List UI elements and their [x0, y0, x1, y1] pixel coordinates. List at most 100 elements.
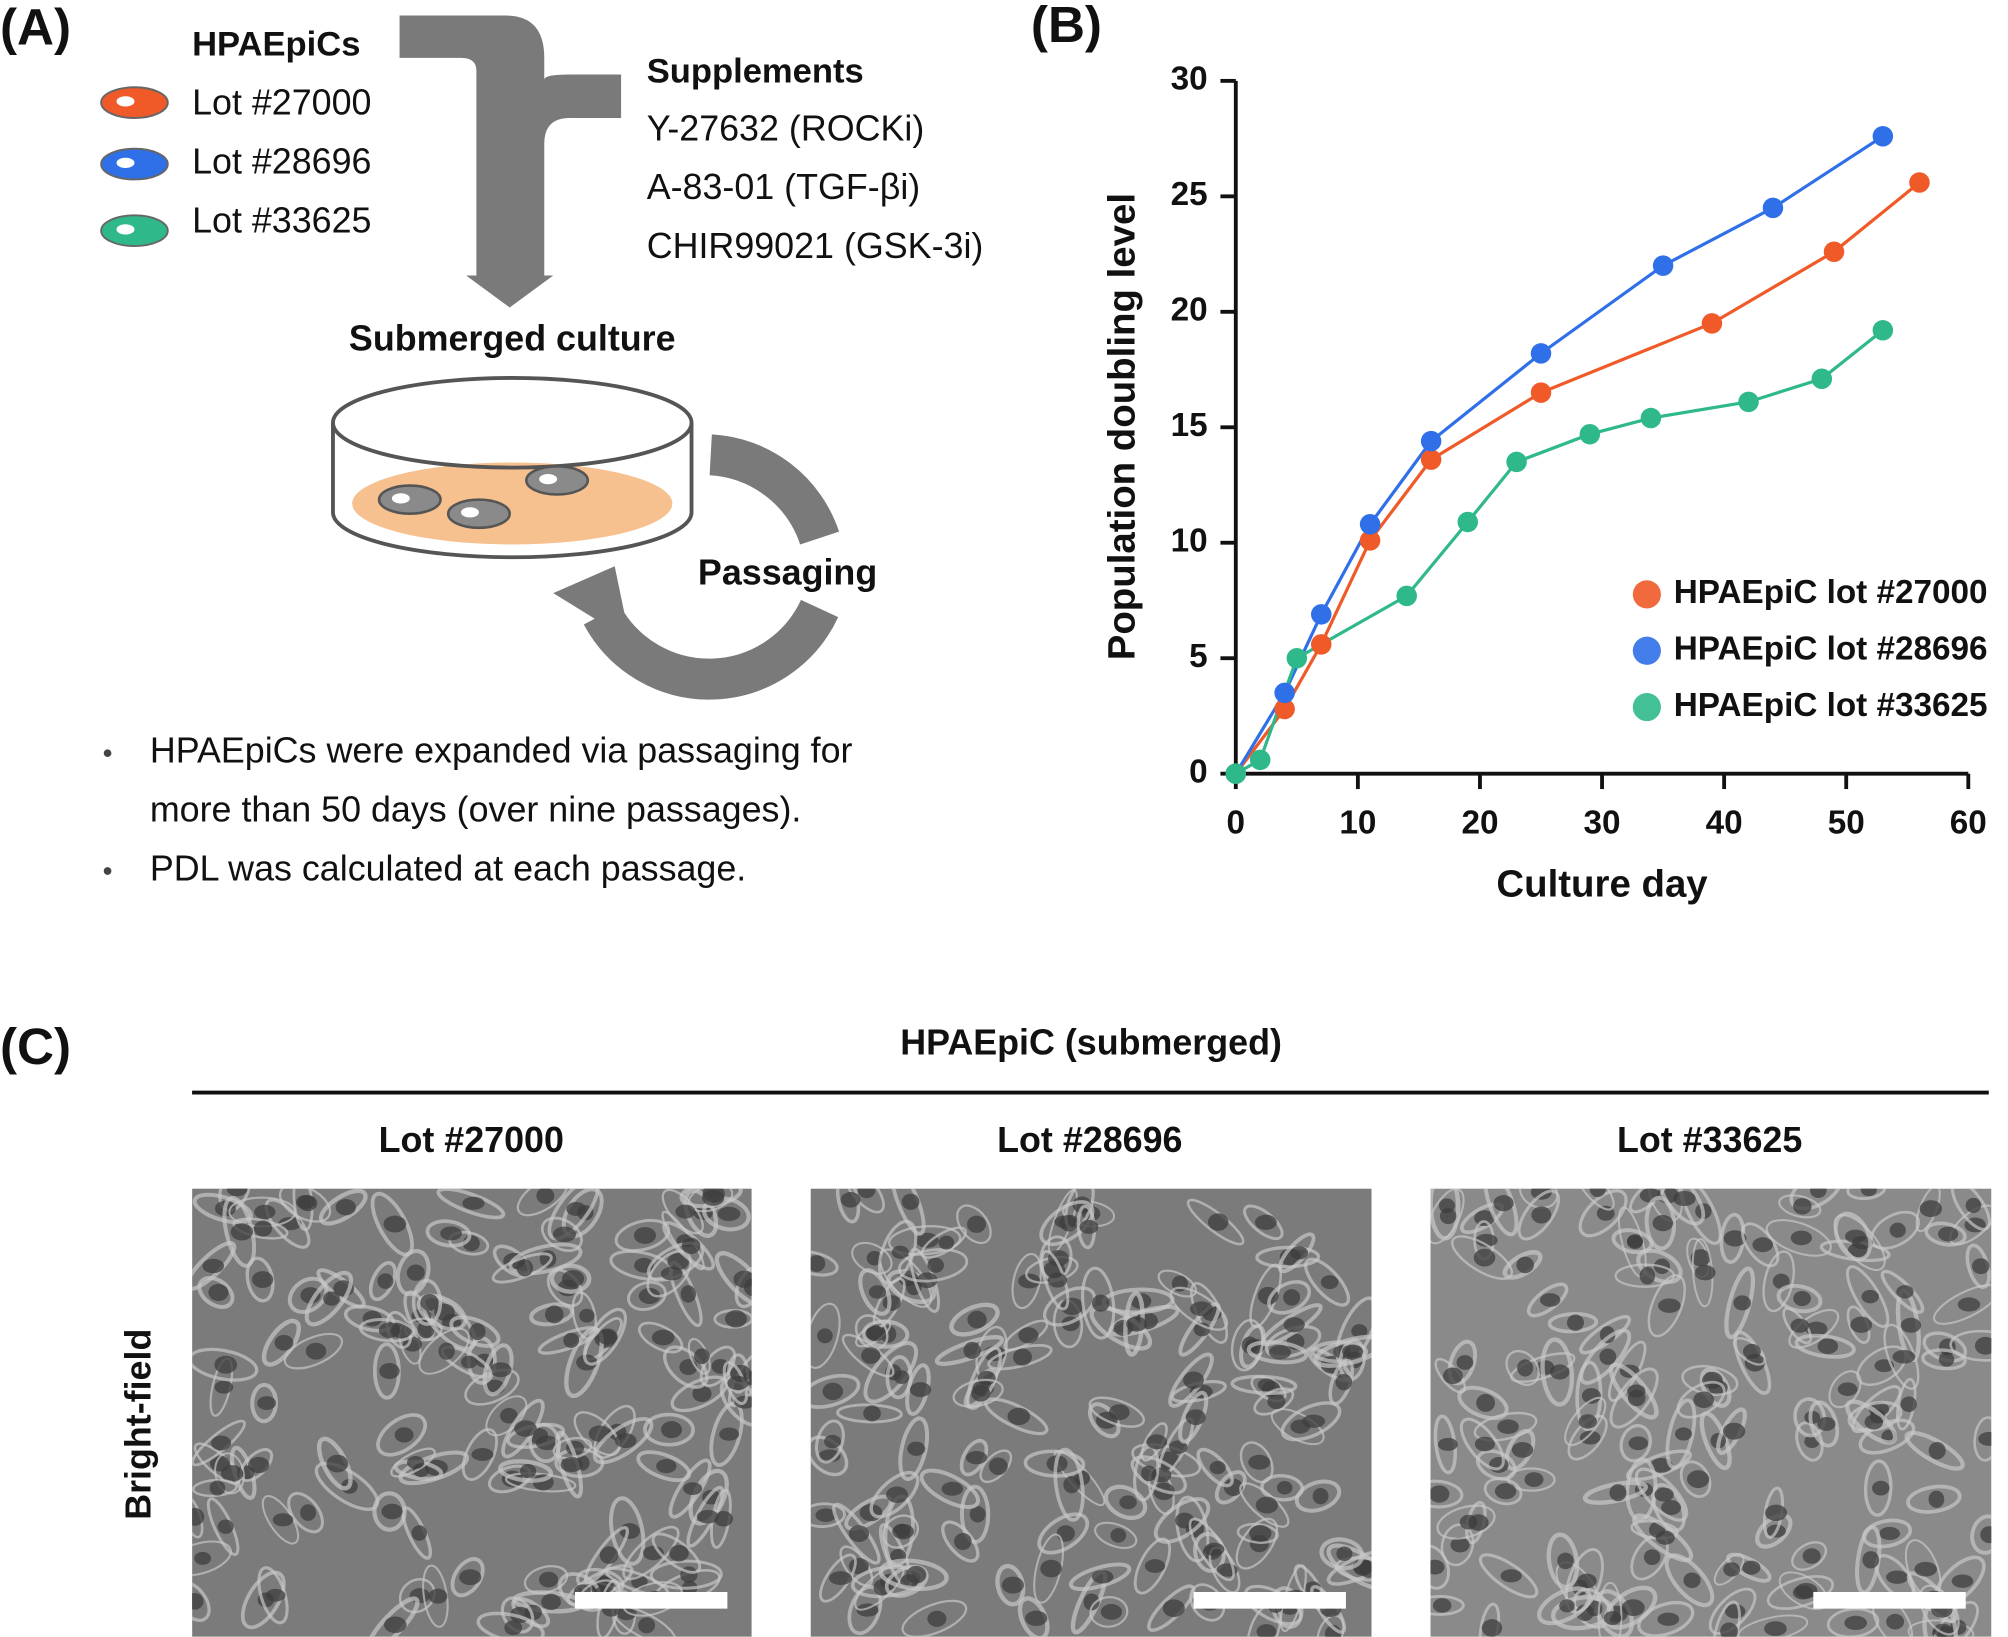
legend-marker: [1632, 693, 1661, 722]
cell-nucleus: [1025, 1610, 1048, 1627]
cell-nucleus: [381, 1503, 403, 1520]
cell-outline: [1260, 1474, 1305, 1502]
cell-outline: [1280, 1401, 1342, 1442]
data-point: [1506, 451, 1527, 473]
cell-nucleus: [1144, 1559, 1166, 1573]
micrograph: [192, 1188, 752, 1637]
cell-outline: [516, 1188, 569, 1217]
cell-nucleus: [810, 1255, 826, 1272]
cell-nucleus: [1722, 1422, 1746, 1440]
cell-nucleus: [822, 1382, 844, 1401]
lot-label: Lot #27000: [192, 83, 371, 123]
cell-outline: [1846, 1188, 1887, 1201]
cell-nucleus: [1283, 1317, 1305, 1333]
cell-nucleus: [1091, 1570, 1114, 1584]
cell-nucleus: [1473, 1248, 1496, 1267]
cell-nucleus: [272, 1513, 294, 1527]
cell-nucleus: [1430, 1485, 1450, 1503]
cell-nucleus: [1795, 1582, 1818, 1599]
cell-nucleus: [566, 1202, 587, 1216]
cell-outline: [1676, 1380, 1726, 1419]
cell-nucleus: [711, 1359, 730, 1374]
cell-nucleus: [1790, 1230, 1812, 1246]
scale-bar: [1193, 1591, 1346, 1609]
data-point: [1811, 368, 1833, 390]
cell-nucleus: [1450, 1537, 1470, 1553]
cell-nucleus: [1723, 1230, 1747, 1247]
cell-outline: [1679, 1188, 1722, 1246]
cell-nucleus: [733, 1270, 752, 1288]
cell-nucleus: [214, 1355, 238, 1374]
cell-outline: [1517, 1189, 1561, 1241]
cell-nucleus: [1531, 1206, 1552, 1224]
cell-outline: [1833, 1211, 1873, 1262]
cell-nucleus: [597, 1328, 618, 1345]
supplement: CHIR99021 (GSK-3i): [647, 226, 984, 266]
cell-nucleus: [230, 1223, 254, 1241]
cell-nucleus: [217, 1519, 234, 1534]
cell-outline: [1011, 1252, 1042, 1310]
cell-outline: [1625, 1457, 1658, 1522]
cell-nucleus: [536, 1188, 555, 1204]
cell-outline: [1924, 1221, 1967, 1247]
cell-nucleus: [1257, 1378, 1276, 1392]
cell-nucleus: [192, 1507, 205, 1526]
cell-nucleus: [579, 1308, 595, 1323]
cell-nucleus: [1119, 1495, 1137, 1510]
cell-outline: [1973, 1416, 1992, 1462]
cell-outline: [1094, 1521, 1138, 1550]
cell-outline: [547, 1188, 600, 1241]
cell-outline: [869, 1470, 920, 1519]
cell-outline: [881, 1514, 920, 1549]
cell-nucleus: [1437, 1437, 1458, 1451]
cell-nucleus: [257, 1396, 277, 1411]
cell-nucleus: [892, 1523, 914, 1540]
cell-nucleus: [1169, 1440, 1188, 1454]
cell-nucleus: [681, 1237, 701, 1254]
data-point: [1274, 698, 1295, 720]
cell-nucleus: [1302, 1414, 1326, 1428]
cell-outline: [1793, 1397, 1827, 1438]
cell-outline: [476, 1611, 545, 1637]
cell-nucleus: [599, 1546, 619, 1564]
cell-outline: [1970, 1514, 1992, 1555]
cell-outline: [1906, 1484, 1962, 1514]
cell-nucleus: [1733, 1295, 1751, 1311]
cell-nucleus: [384, 1616, 407, 1634]
x-tick-label: 60: [1950, 805, 1987, 842]
cell-nucleus: [717, 1206, 741, 1222]
cell-outline: [504, 1472, 577, 1493]
cell-nucleus: [1290, 1246, 1309, 1260]
cell-outline: [192, 1478, 238, 1498]
cell-nucleus: [1100, 1604, 1123, 1620]
cycle-arrow: [583, 599, 839, 700]
cell-outline: [1081, 1266, 1116, 1340]
cell-nucleus: [857, 1188, 876, 1199]
cell-nucleus: [1793, 1198, 1812, 1215]
cell-nucleus: [420, 1293, 439, 1311]
column-label: Lot #28696: [997, 1120, 1182, 1160]
cell-outline: [1430, 1479, 1464, 1509]
cell-outline: [1316, 1614, 1345, 1637]
cell-nucleus: [1914, 1561, 1937, 1577]
cell-nucleus: [514, 1420, 537, 1437]
cell-nucleus: [1639, 1266, 1656, 1285]
cell-nucleus: [1575, 1604, 1594, 1621]
cell-nucleus: [1283, 1289, 1301, 1306]
bullet-text: PDL was calculated at each passage.: [150, 848, 746, 888]
data-point: [1909, 172, 1930, 193]
cell-nucleus: [500, 1407, 518, 1424]
data-point: [1530, 343, 1552, 364]
cell-nucleus: [520, 1463, 537, 1478]
cell-nucleus: [1694, 1265, 1716, 1281]
data-point: [1359, 514, 1381, 535]
cell-nucleus: [1690, 1249, 1711, 1267]
cell-outline: [416, 1293, 468, 1331]
cell-nucleus: [694, 1348, 710, 1365]
cell-outline: [1526, 1282, 1569, 1318]
cell-nucleus: [840, 1192, 861, 1208]
cell-outline: [836, 1403, 903, 1424]
cell-outline: [1679, 1460, 1712, 1498]
cell-nucleus: [619, 1523, 640, 1539]
